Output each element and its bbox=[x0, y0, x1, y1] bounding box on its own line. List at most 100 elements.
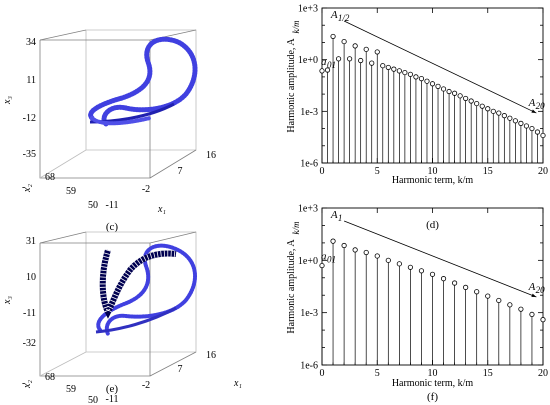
stem-marker bbox=[435, 83, 441, 89]
stem-marker bbox=[363, 46, 369, 52]
stem-marker bbox=[424, 78, 430, 84]
x-tick-label: 15 bbox=[483, 368, 493, 379]
stem-marker bbox=[440, 276, 447, 282]
x-tick-label: 5 bbox=[375, 368, 380, 379]
x-tick-label: 10 bbox=[428, 368, 438, 379]
x1-tick: -2 bbox=[142, 184, 150, 195]
y-axis-label: Harmonic amplitude, A bbox=[286, 38, 297, 133]
stem-marker bbox=[507, 115, 513, 121]
stem-marker bbox=[418, 76, 425, 82]
trajectory-dense-band-hatch bbox=[99, 249, 177, 319]
stem-marker bbox=[374, 49, 380, 55]
bounding-box bbox=[39, 231, 197, 377]
x-tick-label: 20 bbox=[538, 368, 548, 379]
x3-tick: 34 bbox=[26, 37, 36, 48]
annotation-end-sub: 20 bbox=[536, 285, 546, 295]
x2-axis-prefix: - bbox=[22, 378, 25, 389]
x2-axis-prefix: - bbox=[22, 182, 25, 193]
stem-marker bbox=[330, 33, 336, 40]
stem-marker bbox=[335, 56, 342, 62]
stem-marker bbox=[540, 317, 546, 323]
x3-tick: 11 bbox=[26, 75, 36, 86]
x3-tick: -35 bbox=[23, 149, 36, 160]
annotation-end: A bbox=[528, 281, 536, 293]
x-axis-label: Harmonic term, k/m bbox=[392, 175, 474, 186]
y-axis-label-sub: k/m bbox=[291, 221, 301, 234]
stem-marker bbox=[529, 125, 535, 132]
x2-tick: 50 bbox=[88, 200, 98, 211]
stem-marker bbox=[347, 56, 353, 62]
stem-marker bbox=[518, 120, 524, 126]
x2-tick: 68 bbox=[45, 172, 55, 183]
y-axis-label: Harmonic amplitude, A bbox=[286, 239, 297, 334]
stem-marker bbox=[407, 71, 413, 77]
caption-c: (c) bbox=[106, 221, 119, 233]
stem-marker bbox=[463, 284, 469, 290]
annotation-zero-sub: 01 bbox=[327, 255, 336, 265]
x1-tick: 7 bbox=[178, 364, 183, 375]
x1-tick: 7 bbox=[178, 166, 183, 177]
stem-marker bbox=[529, 311, 535, 318]
stem-marker bbox=[490, 108, 496, 114]
stem-marker bbox=[396, 261, 402, 267]
x1-axis: -11 -2 7 16 x₁ bbox=[106, 150, 216, 215]
stem-marker bbox=[512, 118, 518, 124]
stem-marker bbox=[463, 95, 469, 102]
x-tick-label: 15 bbox=[483, 166, 493, 177]
x1-axis-label: x₁ bbox=[157, 204, 166, 215]
x2-axis-label: x₂ bbox=[22, 380, 33, 389]
x3-tick: -32 bbox=[23, 338, 36, 349]
x-tick-label: 5 bbox=[375, 166, 380, 177]
stem-marker bbox=[369, 60, 375, 66]
stem-marker bbox=[485, 106, 491, 112]
stem-marker bbox=[319, 68, 325, 74]
stem-marker bbox=[385, 64, 391, 71]
trend-arrow-head bbox=[531, 109, 537, 114]
x1-tick: -2 bbox=[142, 380, 150, 391]
x2-axis: 68 59 50 x₂ - bbox=[22, 372, 98, 405]
phase-portrait-c: 34 11 -12 -35 x₃ 68 59 50 x₂ - -11 -2 7 … bbox=[2, 29, 216, 233]
y-tick-label: 1e+0 bbox=[298, 256, 318, 267]
x3-tick: 31 bbox=[26, 236, 36, 247]
x2-tick: 50 bbox=[88, 395, 98, 405]
trajectory-lower-band bbox=[90, 116, 152, 126]
trend-arrow-line bbox=[343, 20, 537, 114]
trajectory-loop bbox=[96, 243, 198, 336]
stem-marker bbox=[407, 264, 413, 270]
stem-marker bbox=[540, 132, 546, 139]
x2-axis: 68 59 50 x₂ - bbox=[22, 172, 98, 211]
stem-marker bbox=[396, 68, 402, 74]
annotation-end-sub: 20 bbox=[536, 101, 546, 111]
y-axis-label-sub: k/m bbox=[291, 20, 301, 33]
stem-marker bbox=[324, 67, 331, 73]
x3-tick: -11 bbox=[23, 308, 36, 319]
stem-marker bbox=[363, 249, 369, 256]
x2-axis-label: x₂ bbox=[22, 184, 33, 193]
x1-tick: 16 bbox=[206, 350, 216, 361]
stem-marker bbox=[358, 57, 364, 64]
stem-marker bbox=[501, 113, 507, 119]
stem-marker bbox=[429, 271, 436, 277]
x3-axis: 34 11 -12 -35 x₃ bbox=[2, 37, 36, 160]
stem-marker bbox=[451, 90, 458, 96]
stem-marker bbox=[479, 103, 485, 109]
stem-marker bbox=[352, 247, 358, 253]
trend-arrow-line bbox=[343, 220, 537, 298]
x2-tick: 59 bbox=[66, 186, 76, 197]
y-tick-label: 1e-6 bbox=[300, 361, 318, 372]
x-tick-label: 10 bbox=[428, 166, 438, 177]
stem-marker bbox=[496, 110, 502, 116]
stem-marker bbox=[474, 100, 480, 107]
stem-marker bbox=[341, 242, 347, 249]
bounding-box bbox=[39, 29, 197, 179]
x1-tick: 16 bbox=[206, 150, 216, 161]
stem-marker bbox=[413, 74, 419, 80]
x3-axis-label: x₃ bbox=[2, 296, 13, 305]
x3-axis-label: x₃ bbox=[2, 96, 13, 105]
x2-tick: 59 bbox=[66, 384, 76, 395]
x-tick-label: 20 bbox=[538, 166, 548, 177]
stem-marker bbox=[474, 289, 480, 295]
stem-marker bbox=[496, 297, 502, 304]
stem-marker bbox=[446, 88, 452, 95]
